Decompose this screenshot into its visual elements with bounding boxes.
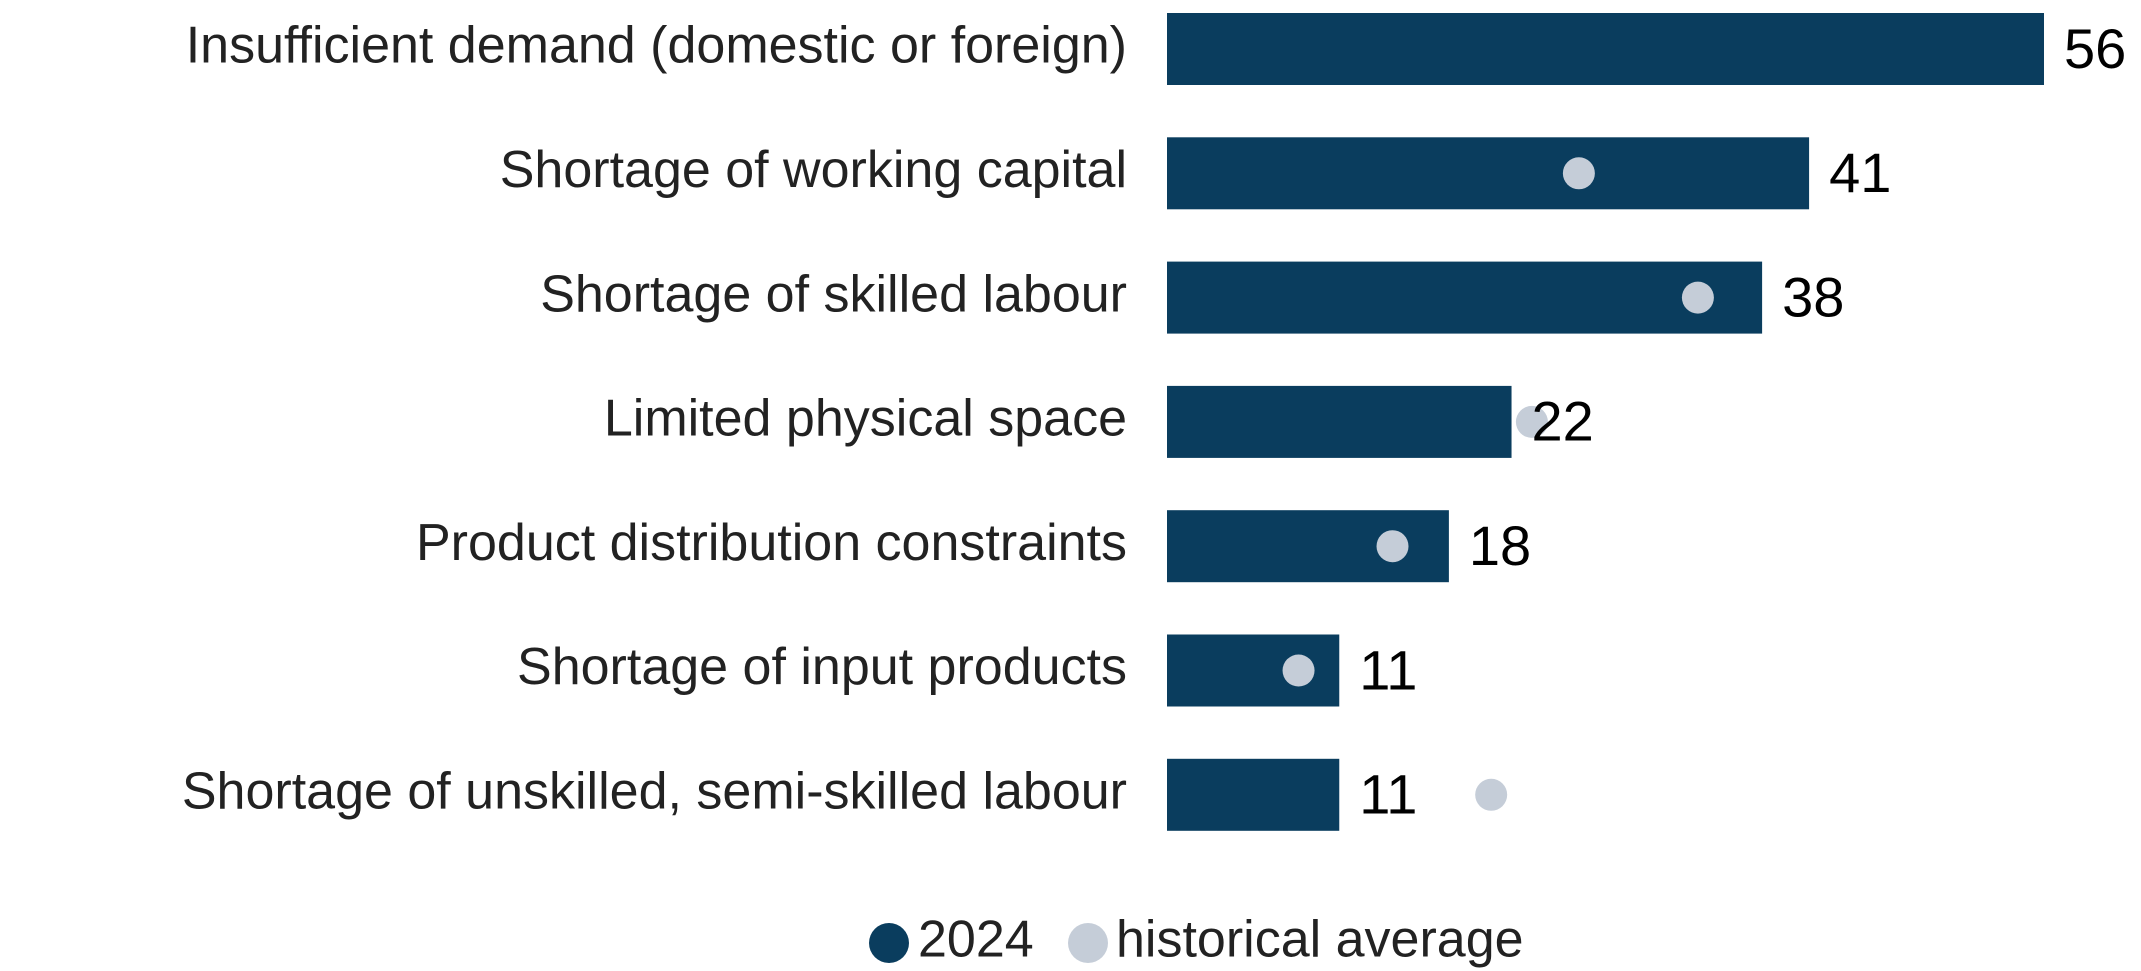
historical-dot <box>1282 654 1315 687</box>
category-label: Shortage of input products <box>517 638 1127 696</box>
bar <box>1167 261 1763 334</box>
historical-dot <box>1376 530 1409 563</box>
historical-dot <box>1562 157 1595 190</box>
legend-label: 2024 <box>918 911 1034 969</box>
value-label: 11 <box>1359 638 1417 701</box>
category-label: Product distribution constraints <box>416 514 1127 572</box>
bar <box>1167 13 2044 85</box>
legend-label: historical average <box>1116 911 1524 969</box>
value-label: 18 <box>1469 514 1531 577</box>
bar <box>1167 758 1340 831</box>
legend-marker <box>1068 923 1108 963</box>
legend-marker <box>869 923 909 963</box>
value-label: 41 <box>1829 141 1891 204</box>
bar <box>1167 385 1512 458</box>
category-label: Shortage of unskilled, semi-skilled labo… <box>182 763 1127 821</box>
value-label: 22 <box>1532 390 1594 453</box>
category-label: Shortage of working capital <box>500 141 1127 199</box>
category-label: Limited physical space <box>604 390 1127 448</box>
value-label: 11 <box>1359 763 1417 826</box>
historical-dot <box>1681 281 1714 314</box>
historical-dot <box>1475 778 1508 811</box>
value-label: 56 <box>2064 17 2126 80</box>
historical-dot <box>1515 405 1548 438</box>
value-label: 38 <box>1782 265 1844 328</box>
bar <box>1167 137 1810 210</box>
category-label: Shortage of skilled labour <box>540 265 1127 323</box>
category-label: Insufficient demand (domestic or foreign… <box>186 17 1127 75</box>
